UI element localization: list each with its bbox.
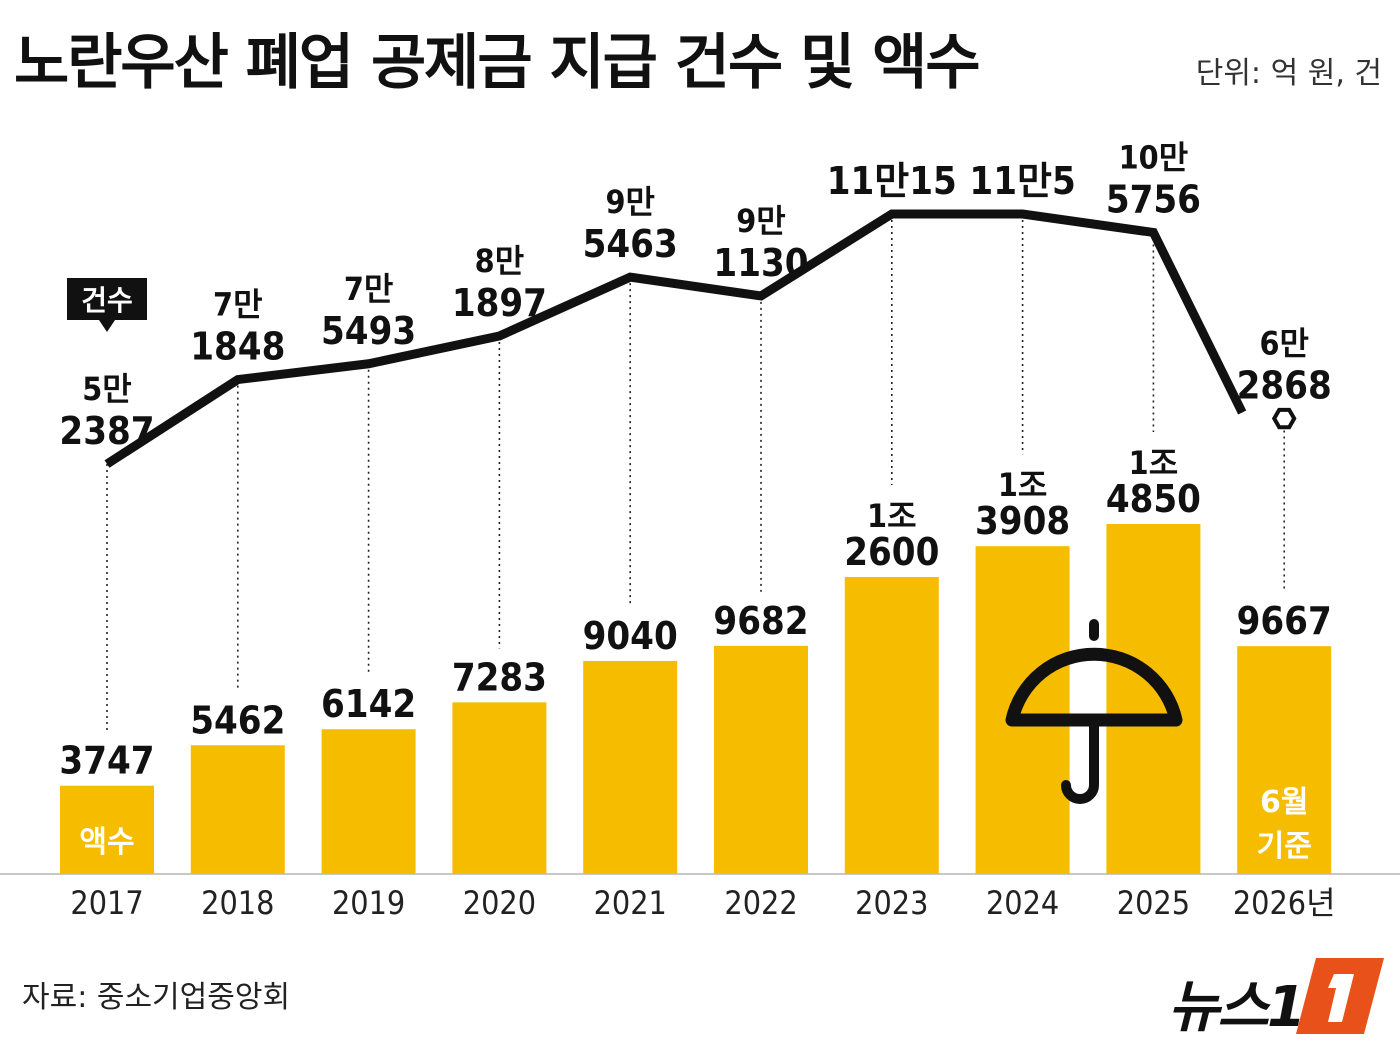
news1-logo: 뉴스1 [1168, 956, 1393, 1040]
line-value-label: 2868 [1237, 364, 1332, 408]
line-value-label: 6만 [1259, 325, 1308, 363]
bar-value-label: 4850 [1106, 477, 1201, 521]
line-value-label: 5463 [583, 222, 678, 266]
bar-2019 [321, 729, 416, 874]
bar-value-label: 2600 [844, 530, 939, 574]
source-note: 자료: 중소기업중앙회 [22, 980, 291, 1015]
bar-value-label: 1조 [867, 497, 916, 535]
bar-value-label: 3747 [59, 739, 154, 783]
line-value-label: 10만 [1119, 138, 1189, 176]
line-value-label: 1897 [452, 281, 547, 325]
bar-value-label: 9667 [1237, 599, 1332, 643]
count-line [104, 209, 1247, 468]
x-axis-ticks: 2017 2018 2019 2020 2021 2022 2023 2024 2025 2026… [70, 884, 1335, 922]
line-series-tag [67, 278, 147, 332]
line-value-label: 5만 [82, 370, 131, 408]
x-tick-label: 2019 [332, 884, 405, 922]
line-value-label: 7만 [344, 270, 393, 308]
bar-2024 [975, 546, 1070, 874]
line-value-label: 5756 [1106, 177, 1201, 221]
bar-series-label: 액수 [79, 825, 134, 860]
bar-2021 [583, 660, 678, 874]
bar-2020 [452, 702, 547, 874]
line-value-label: 5493 [321, 309, 416, 353]
bar-2023 [844, 577, 939, 874]
bar-2026년 [1237, 646, 1332, 874]
note-label: 기준 [1257, 829, 1312, 864]
line-series: 5만23877만18487만54938만18979만54639만113011만1… [59, 138, 1332, 468]
line-value-label: 7만 [213, 286, 262, 324]
line-value-label: 11만15 [827, 159, 957, 203]
bar-value-label: 1조 [1129, 444, 1178, 482]
chart-title: 노란우산 폐업 공제금 지급 건수 및 액수 [14, 28, 981, 98]
x-tick-label: 2017 [70, 884, 143, 922]
bar-2022 [714, 645, 808, 874]
umbrella-icon [1005, 619, 1183, 804]
x-tick-label: 2024 [986, 884, 1059, 922]
logo-mark-icon [1296, 958, 1384, 1034]
note-label: 6월 [1260, 785, 1308, 820]
line-value-label: 1848 [190, 325, 285, 369]
bar-value-label: 9040 [583, 614, 678, 658]
bar-2018 [190, 745, 285, 874]
bar-value-label: 6142 [321, 682, 416, 726]
x-tick-label: 2026년 [1233, 884, 1336, 922]
line-value-label: 11만5 [969, 159, 1075, 203]
x-tick-label: 2018 [201, 884, 274, 922]
x-tick-label: 2025 [1117, 884, 1190, 922]
line-value-label: 9만 [736, 202, 785, 240]
line-point-marker [1271, 407, 1297, 430]
line-value-label: 1130 [713, 241, 808, 285]
bar-value-label: 3908 [975, 499, 1070, 543]
bar-2025 [1106, 524, 1201, 874]
bar-value-label: 1조 [998, 466, 1047, 504]
unit-label: 단위: 억 원, 건 [1195, 56, 1382, 91]
bar-value-label: 9682 [713, 599, 808, 643]
bar-2017 [60, 785, 154, 874]
x-tick-label: 2021 [594, 884, 667, 922]
guide-lines [106, 214, 1285, 732]
bar-value-label: 7283 [452, 655, 547, 699]
logo-text: 뉴스1 [1168, 975, 1306, 1040]
line-value-label: 9만 [605, 183, 654, 221]
line-series-label: 건수 [81, 284, 133, 317]
x-tick-label: 2022 [724, 884, 797, 922]
x-tick-label: 2020 [463, 884, 536, 922]
line-value-label: 8만 [475, 242, 524, 280]
bar-value-label: 5462 [190, 698, 285, 742]
line-value-label: 2387 [59, 409, 154, 453]
x-tick-label: 2023 [855, 884, 928, 922]
